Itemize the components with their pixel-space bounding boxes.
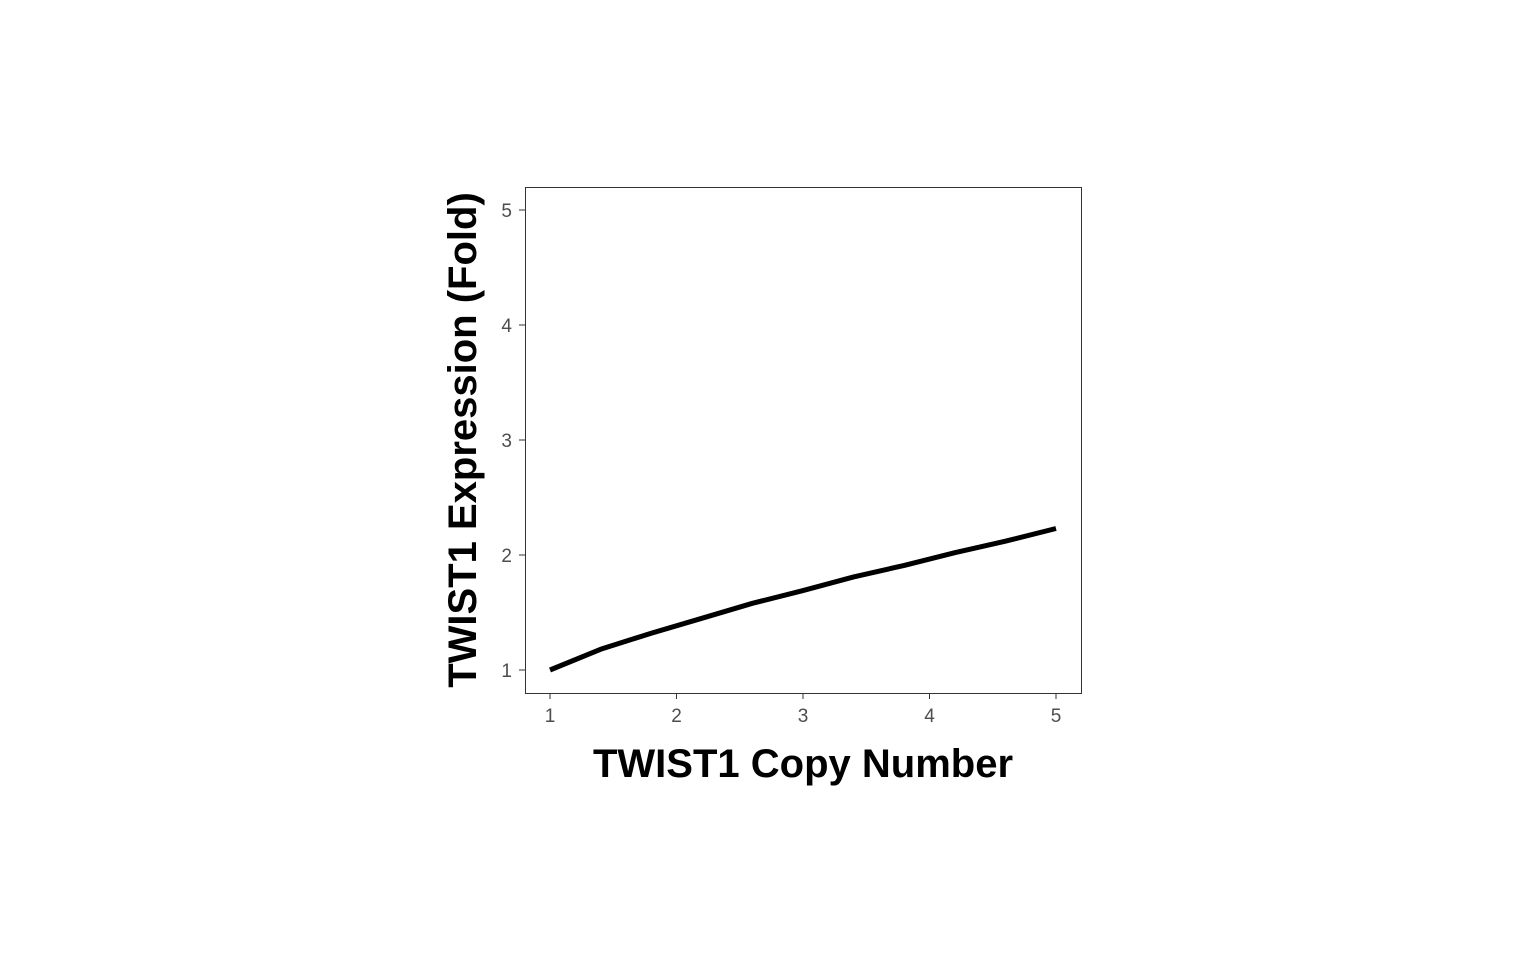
plot-panel [525,187,1082,694]
x-axis: 1 2 3 4 5 [545,693,1062,727]
x-tick-label: 2 [671,706,682,727]
x-tick-label: 3 [798,706,809,727]
x-axis-title: TWIST1 Copy Number [593,742,1013,786]
y-tick-label: 1 [501,661,512,682]
x-tick-label: 5 [1051,706,1062,727]
series-line [549,526,1057,673]
y-axis-title: TWIST1 Expression (Fold) [441,192,485,688]
y-axis: 1 2 3 4 5 [501,201,525,682]
y-tick-label: 4 [501,316,512,337]
x-tick-label: 1 [545,706,556,727]
y-tick-label: 2 [501,546,512,567]
y-tick-label: 3 [501,431,512,452]
y-tick-label: 5 [501,201,512,222]
x-tick-label: 4 [924,706,935,727]
series-group [549,526,1057,673]
